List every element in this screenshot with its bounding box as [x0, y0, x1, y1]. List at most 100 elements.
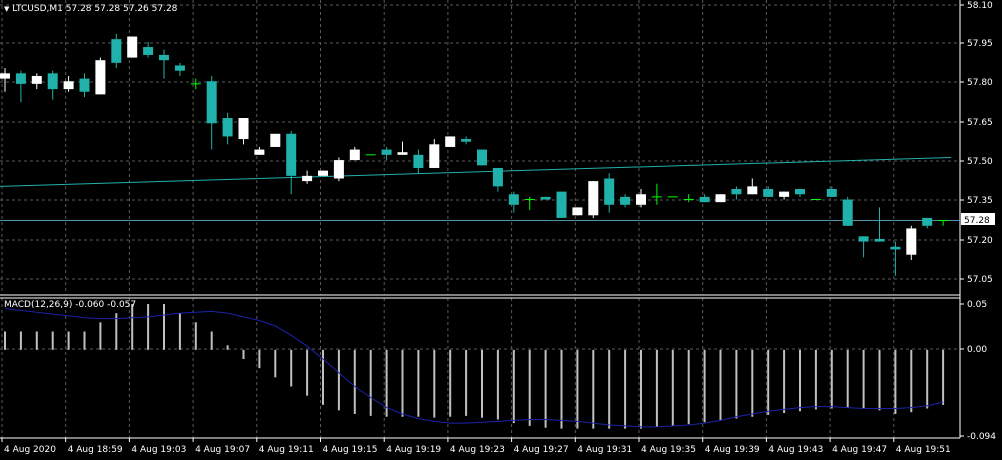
time-tick-label: 4 Aug 19:27 [514, 445, 569, 455]
candle [636, 189, 646, 208]
candle-body [922, 217, 933, 226]
candle-body [333, 160, 344, 179]
candle [190, 78, 201, 90]
time-axis-labels: 4 Aug 2020 4 Aug 18:59 4 Aug 19:03 4 Aug 19… [1, 438, 951, 455]
candle-body [572, 207, 583, 216]
candle-body [286, 133, 297, 176]
candle-body [397, 152, 408, 155]
current-price-label: 57.28 [964, 216, 990, 226]
macd-header: MACD(12,26,9) -0.060 -0.057 [4, 300, 136, 311]
candle [683, 194, 694, 203]
candle [715, 194, 726, 203]
macd-tick-label: 0.00 [967, 345, 987, 355]
candle-body [763, 189, 774, 197]
candle [15, 70, 26, 103]
current-price-badge: 57.28 [961, 213, 995, 226]
candle [286, 131, 297, 195]
candle-body [111, 39, 122, 63]
candle-body [381, 149, 392, 155]
candle [620, 194, 631, 208]
price-axis [0, 0, 961, 439]
candle [556, 191, 567, 218]
candle [795, 189, 805, 197]
candle [572, 207, 583, 216]
candle [731, 186, 742, 200]
candle [302, 170, 313, 184]
macd-values: -0.060 -0.057 [75, 300, 137, 310]
time-tick-label: 4 Aug 19:07 [195, 445, 250, 455]
macd-signal-line [4, 308, 944, 428]
candle-body [779, 191, 790, 197]
candle [254, 146, 265, 155]
candle [159, 49, 169, 79]
candle [222, 112, 233, 145]
candle-body [588, 181, 599, 216]
candle [540, 196, 551, 200]
candle-body [842, 199, 853, 226]
candle [588, 181, 599, 218]
candle [651, 183, 662, 205]
candle [397, 141, 408, 155]
candle [699, 194, 710, 203]
time-tick-label: 4 Aug 19:35 [641, 445, 696, 455]
candle [381, 146, 392, 161]
candles [0, 33, 949, 276]
candle [858, 236, 869, 258]
price-axis-labels: 58.10 57.95 57.80 57.65 57.50 57.35 57.20 57.05 [960, 1, 993, 285]
candle-body [238, 118, 249, 140]
candle-body [508, 194, 519, 205]
candle [0, 68, 10, 92]
candle [779, 191, 790, 200]
candle-body [302, 175, 313, 182]
time-tick-label: 4 Aug 19:19 [386, 445, 441, 455]
signal-line [4, 308, 944, 428]
price-tick-label: 57.50 [967, 157, 993, 167]
candle-body [858, 236, 869, 242]
candle [143, 41, 154, 58]
candle-body [429, 144, 440, 168]
time-tick-label: 4 Aug 19:39 [705, 445, 760, 455]
candle-body [731, 189, 742, 195]
candle [206, 75, 217, 150]
candle-body [620, 196, 631, 205]
candle [890, 241, 901, 276]
candle-body [604, 178, 615, 205]
candle-body [127, 36, 138, 58]
candle-body [206, 81, 217, 124]
time-tick-label: 4 Aug 19:47 [832, 445, 887, 455]
candle-body [79, 78, 90, 92]
candle [349, 146, 360, 161]
candle-body [174, 65, 185, 71]
candle [747, 178, 758, 195]
candle-body [47, 73, 58, 90]
time-tick-label: 4 Aug 2020 [4, 445, 56, 455]
candle-body [556, 191, 567, 218]
time-tick-label: 4 Aug 18:59 [68, 445, 123, 455]
candle-body [795, 189, 805, 195]
price-tick-label: 57.20 [967, 236, 993, 246]
candle [445, 136, 456, 147]
candle [492, 167, 503, 192]
time-tick-label: 4 Aug 19:11 [259, 445, 314, 455]
price-tick-label: 57.95 [967, 39, 993, 49]
macd-tick-label: -0.094 [967, 432, 996, 442]
price-tick-label: 58.10 [967, 1, 993, 11]
candle [874, 207, 885, 242]
candle [174, 62, 185, 76]
time-tick-label: 4 Aug 19:31 [577, 445, 632, 455]
candle [508, 191, 519, 213]
grid [0, 0, 960, 438]
price-tick-label: 57.80 [967, 78, 993, 88]
candle-body [540, 196, 551, 200]
candle-body [715, 194, 726, 203]
price-tick-label: 57.65 [967, 118, 993, 128]
candle [79, 73, 90, 97]
dropdown-triangle-icon[interactable]: ▼ [4, 5, 10, 13]
candle-body [890, 246, 901, 250]
candle [477, 149, 487, 166]
ohlc-values: 57.28 57.28 57.26 57.28 [65, 4, 178, 14]
candle-body [270, 133, 281, 147]
time-tick-label: 4 Aug 19:15 [323, 445, 378, 455]
